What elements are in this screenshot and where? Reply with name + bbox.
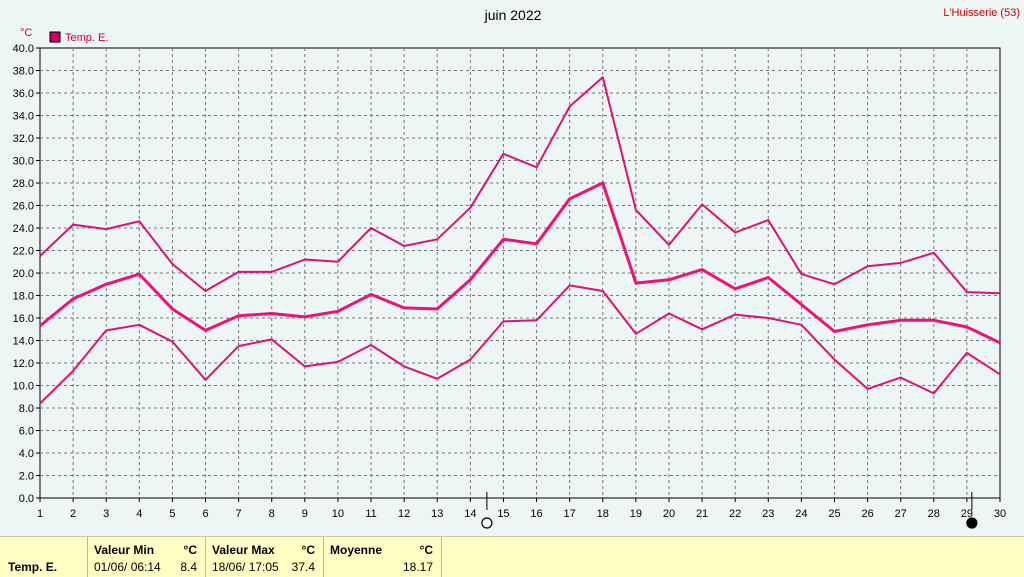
stats-empty-cell xyxy=(442,537,1024,577)
x-tick-label: 27 xyxy=(895,508,907,520)
x-tick-label: 19 xyxy=(630,508,642,520)
legend-swatch xyxy=(49,31,61,43)
min-unit: °C xyxy=(183,543,197,557)
x-tick-label: 24 xyxy=(795,508,807,520)
x-axis-ticks: 1 2 3 4 5 6 7 8 9 10 11 12 13 14 15 16 17 18 19 20 21 22 23 24 2… xyxy=(37,498,1006,520)
x-tick-label: 4 xyxy=(136,508,142,520)
max-header: Valeur Max xyxy=(212,543,275,557)
max-value: 37.4 xyxy=(291,560,315,574)
x-tick-label: 23 xyxy=(762,508,774,520)
min-header: Valeur Min xyxy=(94,543,155,557)
temperature-chart: juin 2022 L'Huisserie (53) °C Temp. E. 0… xyxy=(13,7,1020,529)
y-tick-label: 12.0 xyxy=(13,358,34,370)
y-tick-label: 2.0 xyxy=(19,471,34,483)
min-date: 01/06/ 06:14 xyxy=(94,560,161,574)
x-tick-label: 12 xyxy=(398,508,410,520)
y-tick-label: 14.0 xyxy=(13,336,34,348)
stats-panel: Temp. E. Valeur Min °C 01/06/ 06:14 8.4 … xyxy=(0,536,1024,577)
x-tick-label: 11 xyxy=(365,508,376,520)
max-unit: °C xyxy=(301,543,315,557)
y-axis-unit: °C xyxy=(20,27,32,39)
y-tick-label: 24.0 xyxy=(13,223,34,235)
series-line-max xyxy=(39,76,1001,295)
y-tick-label: 20.0 xyxy=(13,268,34,280)
max-date: 18/06/ 17:05 xyxy=(212,560,279,574)
y-tick-label: 10.0 xyxy=(13,381,34,393)
station-name: L'Huisserie (53) xyxy=(943,7,1020,19)
y-axis-ticks: 0.0 2.0 4.0 6.0 8.0 10.0 12.0 14.0 16.0 18.0 20.0 2… xyxy=(13,43,40,505)
stats-min-cell: Valeur Min °C 01/06/ 06:14 8.4 xyxy=(88,537,206,577)
series-lines xyxy=(39,76,1001,405)
x-tick-label: 16 xyxy=(530,508,542,520)
x-tick-label: 10 xyxy=(332,508,344,520)
y-tick-label: 22.0 xyxy=(13,246,34,258)
y-tick-label: 18.0 xyxy=(13,291,34,303)
x-tick-label: 14 xyxy=(464,508,476,520)
legend-label: Temp. E. xyxy=(65,32,108,44)
x-tick-label: 7 xyxy=(236,508,242,520)
mean-unit: °C xyxy=(419,543,433,557)
x-tick-label: 28 xyxy=(928,508,940,520)
series-line-min xyxy=(39,284,1001,405)
x-tick-label: 25 xyxy=(828,508,840,520)
y-tick-label: 30.0 xyxy=(13,156,34,168)
x-tick-label: 15 xyxy=(497,508,509,520)
x-tick-label: 20 xyxy=(663,508,675,520)
series-line-mean xyxy=(39,181,1001,345)
x-tick-label: 3 xyxy=(103,508,109,520)
y-tick-label: 0.0 xyxy=(19,493,34,505)
x-tick-label: 22 xyxy=(729,508,741,520)
x-tick-label: 9 xyxy=(302,508,308,520)
chart-title: juin 2022 xyxy=(484,7,542,23)
stats-series-cell: Temp. E. xyxy=(0,537,88,577)
mean-header: Moyenne xyxy=(330,543,383,557)
x-tick-label: 8 xyxy=(269,508,275,520)
stats-series-label: Temp. E. xyxy=(8,560,58,574)
y-tick-label: 8.0 xyxy=(19,403,34,415)
x-tick-label: 2 xyxy=(70,508,76,520)
y-tick-label: 4.0 xyxy=(19,448,34,460)
y-tick-label: 26.0 xyxy=(13,201,34,213)
moon-phases xyxy=(481,492,978,529)
y-tick-label: 28.0 xyxy=(13,178,34,190)
x-tick-label: 17 xyxy=(564,508,576,520)
y-tick-label: 34.0 xyxy=(13,111,34,123)
x-tick-label: 30 xyxy=(994,508,1006,520)
x-tick-label: 1 xyxy=(37,508,43,520)
full-moon-icon xyxy=(481,517,493,529)
new-moon-icon xyxy=(966,517,978,529)
x-tick-label: 26 xyxy=(861,508,873,520)
y-tick-label: 6.0 xyxy=(19,426,34,438)
x-tick-label: 5 xyxy=(169,508,175,520)
y-tick-label: 38.0 xyxy=(13,66,34,78)
x-tick-label: 6 xyxy=(202,508,208,520)
stats-mean-cell: Moyenne °C 18.17 xyxy=(324,537,442,577)
x-tick-label: 29 xyxy=(961,508,973,520)
x-tick-label: 21 xyxy=(696,508,708,520)
y-tick-label: 16.0 xyxy=(13,313,34,325)
y-tick-label: 40.0 xyxy=(13,43,34,55)
mean-value: 18.17 xyxy=(402,560,433,574)
min-value: 8.4 xyxy=(180,560,197,574)
y-tick-label: 36.0 xyxy=(13,88,34,100)
y-tick-label: 32.0 xyxy=(13,133,34,145)
x-tick-label: 18 xyxy=(597,508,609,520)
x-tick-label: 13 xyxy=(431,508,443,520)
stats-max-cell: Valeur Max °C 18/06/ 17:05 37.4 xyxy=(206,537,324,577)
